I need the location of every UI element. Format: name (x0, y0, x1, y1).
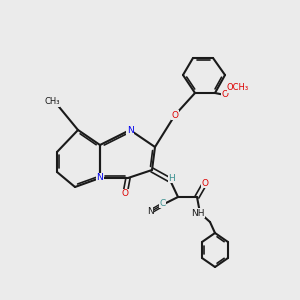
Text: OCH₃: OCH₃ (227, 83, 249, 92)
Text: CH₃: CH₃ (44, 98, 60, 106)
Text: H: H (168, 174, 175, 183)
Text: NH: NH (191, 208, 204, 217)
Text: O: O (221, 91, 229, 100)
Text: N: N (97, 173, 104, 182)
Text: O: O (172, 110, 178, 119)
Text: N: N (127, 125, 134, 134)
Text: O: O (122, 190, 128, 199)
Text: N: N (147, 208, 153, 217)
Text: O: O (202, 178, 208, 188)
Text: C: C (160, 199, 166, 208)
